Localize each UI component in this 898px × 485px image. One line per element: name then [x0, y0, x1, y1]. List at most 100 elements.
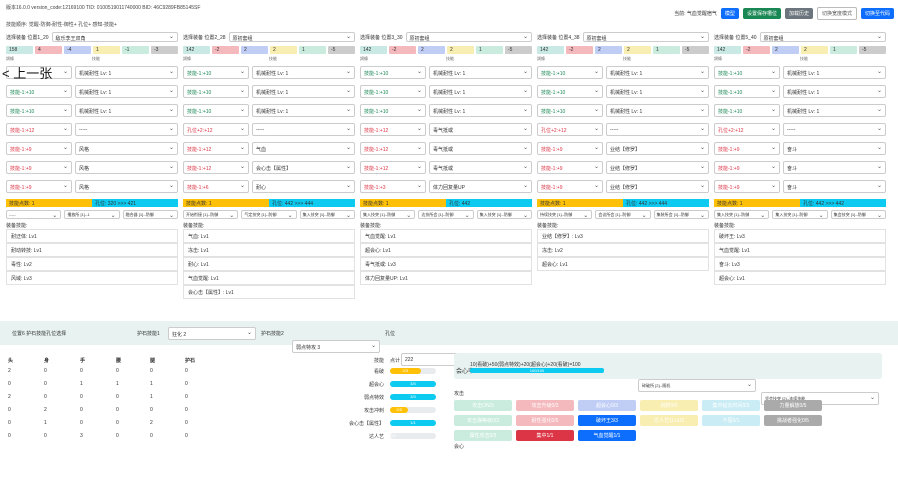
affix-select[interactable]: 技能-1:+12	[360, 142, 426, 155]
affix-select[interactable]: 技能-1:+10	[183, 104, 249, 117]
affix-select[interactable]: 技能-1:+9	[537, 161, 603, 174]
code-button[interactable]: 切换至代码	[860, 8, 894, 19]
deco-select[interactable]: 集会技突 [1]--防御	[830, 210, 886, 219]
skill-select[interactable]: 机械耐性 Lv: 1	[783, 66, 886, 79]
deco-select[interactable]: 集入技突 [1]--防御	[714, 210, 770, 219]
equip-select[interactable]: 原初套组	[405, 32, 532, 42]
affix-select[interactable]: 技能-1:+12	[183, 161, 249, 174]
affix-select[interactable]: 技能-1:+9	[714, 161, 780, 174]
skill-select[interactable]: 毒气抵或	[429, 142, 532, 155]
affix-select[interactable]: 技能-1:+9	[6, 161, 72, 174]
skill-select[interactable]: 业结【修罗】	[606, 142, 709, 155]
skill-select[interactable]: 耐心	[252, 180, 355, 193]
skill-select[interactable]: 业结【修罗】	[606, 161, 709, 174]
deco-select[interactable]: 集装所会 [1]--防御	[653, 210, 709, 219]
skill-select[interactable]: 毒气抵或	[429, 123, 532, 136]
affix-select[interactable]: 技能-1:+3	[360, 180, 426, 193]
skill-select[interactable]: 业结【修罗】	[606, 180, 709, 193]
affix-select[interactable]: 技能-1:+10	[360, 85, 426, 98]
affix-select[interactable]: 技能-1:+10	[183, 85, 249, 98]
skill-select[interactable]: 气血	[252, 142, 355, 155]
skill-select[interactable]: 奋斗	[783, 161, 886, 174]
affix-select[interactable]: 技能-1:+9	[714, 180, 780, 193]
skill-toggle[interactable]: 达人艺1Lv1/3	[640, 415, 698, 426]
skill-select[interactable]: 风格	[75, 161, 178, 174]
affix-select[interactable]: 孔位+2:+12	[537, 123, 603, 136]
skill-select[interactable]: 机械耐性 Lv: 1	[783, 85, 886, 98]
skill-select[interactable]: 风格	[75, 142, 178, 155]
affix-select[interactable]: 技能-1:+9	[714, 142, 780, 155]
affix-select[interactable]: 孔位+2:+12	[183, 123, 249, 136]
deco-select[interactable]: 持续技突 [1]--防御	[537, 210, 593, 219]
deco-select[interactable]: 集入技突 [1]--防御	[360, 210, 416, 219]
width-mode-button[interactable]: 切换宽度模式	[816, 7, 857, 20]
equip-select[interactable]: 原初套组	[582, 32, 709, 42]
skill-select[interactable]: -----	[606, 123, 709, 136]
skill-toggle[interactable]: 集中延长时间0/3	[702, 400, 760, 411]
skill-select[interactable]: 机械耐性 Lv: 1	[429, 104, 532, 117]
skill-select[interactable]: 机械耐性 Lv: 1	[606, 66, 709, 79]
back-button[interactable]: < 上一张	[2, 66, 53, 81]
affix-select[interactable]: 技能-1:+10	[360, 104, 426, 117]
mode-button[interactable]: 模型	[720, 8, 739, 19]
skill-select[interactable]: 机械耐性 Lv: 1	[75, 66, 178, 79]
skill-select[interactable]: 会心击【属性】	[252, 161, 355, 174]
affix-select[interactable]: 技能-1:+9	[6, 180, 72, 193]
skill-select[interactable]: 机械耐性 Lv: 1	[429, 66, 532, 79]
deco-select[interactable]: 集入技突 [1]--防御	[299, 210, 355, 219]
skill-select[interactable]: 体力回复量UP	[429, 180, 532, 193]
deco-select[interactable]: -----	[6, 210, 62, 219]
skill-toggle[interactable]: 攻击弹等级0/3	[454, 415, 512, 426]
deco-select[interactable]: 达技所会 [1]--防御	[418, 210, 474, 219]
affix-select[interactable]: 技能-1:+12	[360, 161, 426, 174]
skill-select[interactable]: 机械耐性 Lv: 1	[75, 104, 178, 117]
skill-select[interactable]: 机械耐性 Lv: 1	[75, 85, 178, 98]
skill-toggle[interactable]: 集中1/1	[516, 430, 574, 441]
skill-toggle[interactable]: 破坏王3/3	[578, 415, 636, 426]
skill-select[interactable]: 机械耐性 Lv: 1	[606, 85, 709, 98]
skill-toggle[interactable]: 力量解放0/5	[764, 400, 822, 411]
skill-select[interactable]: 机械耐性 Lv: 1	[252, 85, 355, 98]
equip-select[interactable]: 原初套组	[228, 32, 355, 42]
deco-select[interactable]: 集入技突 [1]--防御	[772, 210, 828, 219]
skill-toggle[interactable]: 挑战者强化0/5	[764, 415, 822, 426]
skill-select[interactable]: 奋斗	[783, 142, 886, 155]
deco-select[interactable]: 开始衔接 [1]--防御	[183, 210, 239, 219]
charm-deco2-select[interactable]: 碎破所 [2]--随机	[638, 379, 756, 392]
skill-toggle[interactable]: 剑技0/3	[640, 400, 698, 411]
affix-select[interactable]: 技能-1:+10	[714, 104, 780, 117]
affix-select[interactable]: 技能-1:+10	[6, 85, 72, 98]
skill-select[interactable]: -----	[783, 123, 886, 136]
skill-select[interactable]: 机械耐性 Lv: 1	[783, 104, 886, 117]
skill-select[interactable]: 机械耐性 Lv: 1	[429, 85, 532, 98]
deco-select[interactable]: 气定技突 [1]--防御	[241, 210, 297, 219]
affix-select[interactable]: 技能-1:+9	[537, 142, 603, 155]
affix-select[interactable]: 技能-1:+10	[714, 85, 780, 98]
affix-select[interactable]: 技能-1:+10	[714, 66, 780, 79]
skill-toggle[interactable]: 攻击升级0/3	[516, 400, 574, 411]
skill-select[interactable]: -----	[75, 123, 178, 136]
affix-select[interactable]: 技能-1:+6	[183, 180, 249, 193]
affix-select[interactable]	[6, 66, 72, 79]
affix-select[interactable]: 技能-1:+12	[183, 142, 249, 155]
charm-skill2-select[interactable]: 弱点特攻 3	[292, 340, 380, 353]
skill-toggle[interactable]: 气血觉醒1/1	[578, 430, 636, 441]
skill-select[interactable]: 风格	[75, 180, 178, 193]
save-slot-button[interactable]: 设置保存槽位	[742, 8, 781, 19]
skill-toggle[interactable]: 不屈0/1	[702, 415, 760, 426]
equip-select[interactable]: 原初套组	[759, 32, 886, 42]
affix-select[interactable]: 技能-1:+10	[537, 104, 603, 117]
deco-select[interactable]: 会议所会 [1]--防御	[595, 210, 651, 219]
affix-select[interactable]: 技能-1:+10	[537, 85, 603, 98]
load-history-button[interactable]: 加载历史	[784, 8, 813, 19]
equip-select[interactable]: 敌乐李王双角	[51, 32, 178, 42]
deco-select[interactable]: 融合器 [1]--防御	[122, 210, 178, 219]
skill-select[interactable]: 机械耐性 Lv: 1	[252, 66, 355, 79]
skill-select[interactable]: 毒气抵或	[429, 161, 532, 174]
affix-select[interactable]: 技能-1:+9	[537, 180, 603, 193]
affix-select[interactable]: 技能-1:+10	[360, 66, 426, 79]
affix-select[interactable]: 技能-1:+12	[360, 123, 426, 136]
affix-select[interactable]: 技能-1:+10	[537, 66, 603, 79]
deco-select[interactable]: 播放所 [1]--1	[64, 210, 120, 219]
affix-select[interactable]: 技能-1:+10	[183, 66, 249, 79]
